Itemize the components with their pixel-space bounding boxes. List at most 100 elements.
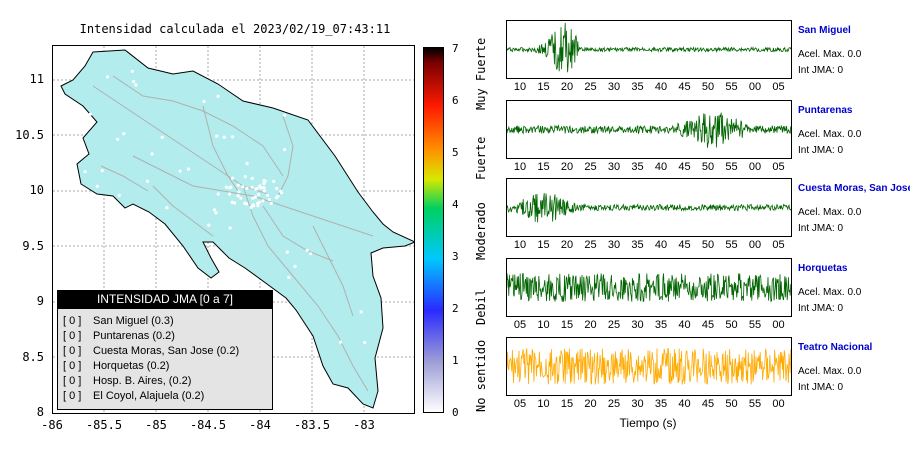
station-marker[interactable]	[363, 341, 367, 345]
station-marker[interactable]	[274, 196, 279, 200]
trace-station-name[interactable]: Teatro Nacional	[798, 342, 873, 353]
station-marker[interactable]	[252, 204, 256, 208]
station-marker[interactable]	[287, 275, 291, 279]
station-marker[interactable]	[224, 185, 228, 189]
station-marker[interactable]	[237, 190, 241, 194]
station-marker[interactable]	[359, 310, 363, 314]
seismogram-trace[interactable]	[506, 337, 792, 396]
station-marker[interactable]	[368, 122, 372, 126]
station-marker[interactable]	[309, 252, 313, 256]
station-marker[interactable]	[250, 176, 254, 180]
trace-station-name[interactable]: Cuesta Moras, San Jose	[798, 183, 910, 194]
station-marker[interactable]	[268, 93, 272, 97]
station-marker[interactable]	[88, 112, 92, 116]
station-marker[interactable]	[228, 192, 232, 196]
station-marker[interactable]	[100, 169, 104, 173]
station-marker[interactable]	[105, 75, 110, 79]
station-marker[interactable]	[162, 284, 166, 288]
station-marker[interactable]	[249, 205, 253, 209]
station-marker[interactable]	[334, 110, 338, 114]
station-marker[interactable]	[207, 223, 211, 227]
seismogram-trace[interactable]	[506, 100, 792, 159]
station-marker[interactable]	[145, 179, 150, 183]
station-marker[interactable]	[95, 184, 99, 188]
station-marker[interactable]	[132, 79, 136, 84]
station-marker[interactable]	[278, 90, 282, 94]
station-marker[interactable]	[230, 200, 234, 204]
station-marker[interactable]	[245, 186, 249, 191]
station-marker[interactable]	[178, 169, 182, 173]
station-marker[interactable]	[216, 94, 220, 98]
trace-station-name[interactable]: Puntarenas	[798, 105, 853, 116]
station-marker[interactable]	[338, 340, 343, 344]
station-marker[interactable]	[254, 187, 258, 191]
station-marker[interactable]	[283, 148, 287, 152]
station-marker[interactable]	[262, 189, 266, 193]
station-marker[interactable]	[127, 285, 131, 289]
station-marker[interactable]	[160, 135, 164, 139]
station-marker[interactable]	[241, 185, 245, 189]
station-marker[interactable]	[318, 107, 322, 111]
station-marker[interactable]	[259, 186, 263, 190]
station-marker[interactable]	[293, 264, 297, 268]
station-marker[interactable]	[233, 201, 237, 205]
station-marker[interactable]	[150, 152, 154, 156]
station-marker[interactable]	[122, 132, 126, 136]
station-marker[interactable]	[285, 250, 289, 254]
station-marker[interactable]	[236, 183, 240, 187]
station-marker[interactable]	[165, 206, 169, 210]
seismogram-trace[interactable]	[506, 258, 792, 317]
station-marker[interactable]	[243, 201, 247, 205]
station-marker[interactable]	[117, 193, 121, 197]
station-marker[interactable]	[256, 204, 260, 208]
station-marker[interactable]	[368, 160, 372, 164]
station-marker[interactable]	[245, 161, 249, 166]
station-marker[interactable]	[243, 175, 247, 179]
station-marker[interactable]	[253, 195, 257, 199]
station-marker[interactable]	[247, 76, 251, 80]
station-marker[interactable]	[116, 137, 120, 141]
station-marker[interactable]	[267, 197, 271, 202]
station-marker[interactable]	[216, 192, 220, 196]
station-marker[interactable]	[228, 226, 232, 230]
station-marker[interactable]	[283, 113, 287, 117]
seismogram-trace[interactable]	[506, 20, 792, 79]
station-marker[interactable]	[275, 186, 279, 191]
station-marker[interactable]	[279, 312, 283, 317]
station-marker[interactable]	[250, 185, 254, 189]
station-marker[interactable]	[256, 201, 260, 205]
legend-title: INTENSIDAD JMA [0 a 7]	[57, 290, 273, 309]
station-marker[interactable]	[263, 179, 267, 183]
station-marker[interactable]	[304, 106, 308, 110]
station-marker[interactable]	[83, 281, 88, 285]
trace-station-name[interactable]: Horquetas	[798, 263, 848, 274]
station-marker[interactable]	[202, 99, 206, 104]
station-marker[interactable]	[350, 143, 354, 147]
station-marker[interactable]	[262, 181, 266, 186]
station-marker[interactable]	[130, 69, 134, 73]
station-marker[interactable]	[272, 179, 276, 183]
station-marker[interactable]	[239, 196, 243, 200]
station-marker[interactable]	[231, 135, 235, 139]
seismogram-trace[interactable]	[506, 178, 792, 237]
trace-station-name[interactable]: San Miguel	[798, 25, 851, 36]
station-marker[interactable]	[261, 199, 265, 203]
station-marker[interactable]	[186, 167, 191, 171]
station-marker[interactable]	[212, 208, 217, 212]
station-marker[interactable]	[222, 135, 226, 139]
station-marker[interactable]	[134, 83, 138, 87]
station-marker[interactable]	[215, 134, 219, 138]
station-marker[interactable]	[229, 84, 233, 88]
station-marker[interactable]	[231, 176, 235, 180]
station-marker[interactable]	[83, 170, 87, 174]
station-marker[interactable]	[214, 211, 218, 215]
station-marker[interactable]	[236, 194, 240, 198]
station-marker[interactable]	[269, 201, 273, 205]
station-marker[interactable]	[251, 196, 255, 200]
station-marker[interactable]	[257, 192, 261, 197]
station-marker[interactable]	[279, 189, 283, 193]
station-marker[interactable]	[262, 186, 266, 190]
station-marker[interactable]	[305, 248, 309, 252]
station-marker[interactable]	[265, 193, 269, 197]
station-marker[interactable]	[228, 186, 232, 190]
